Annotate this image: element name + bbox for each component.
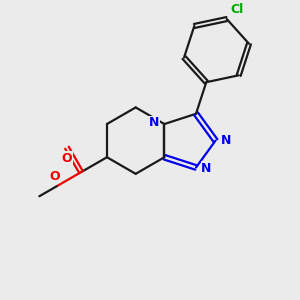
- Text: O: O: [50, 170, 61, 183]
- Text: N: N: [221, 134, 231, 147]
- Text: O: O: [61, 152, 72, 165]
- Text: Cl: Cl: [230, 3, 243, 16]
- Text: N: N: [149, 116, 159, 129]
- Text: N: N: [201, 162, 212, 175]
